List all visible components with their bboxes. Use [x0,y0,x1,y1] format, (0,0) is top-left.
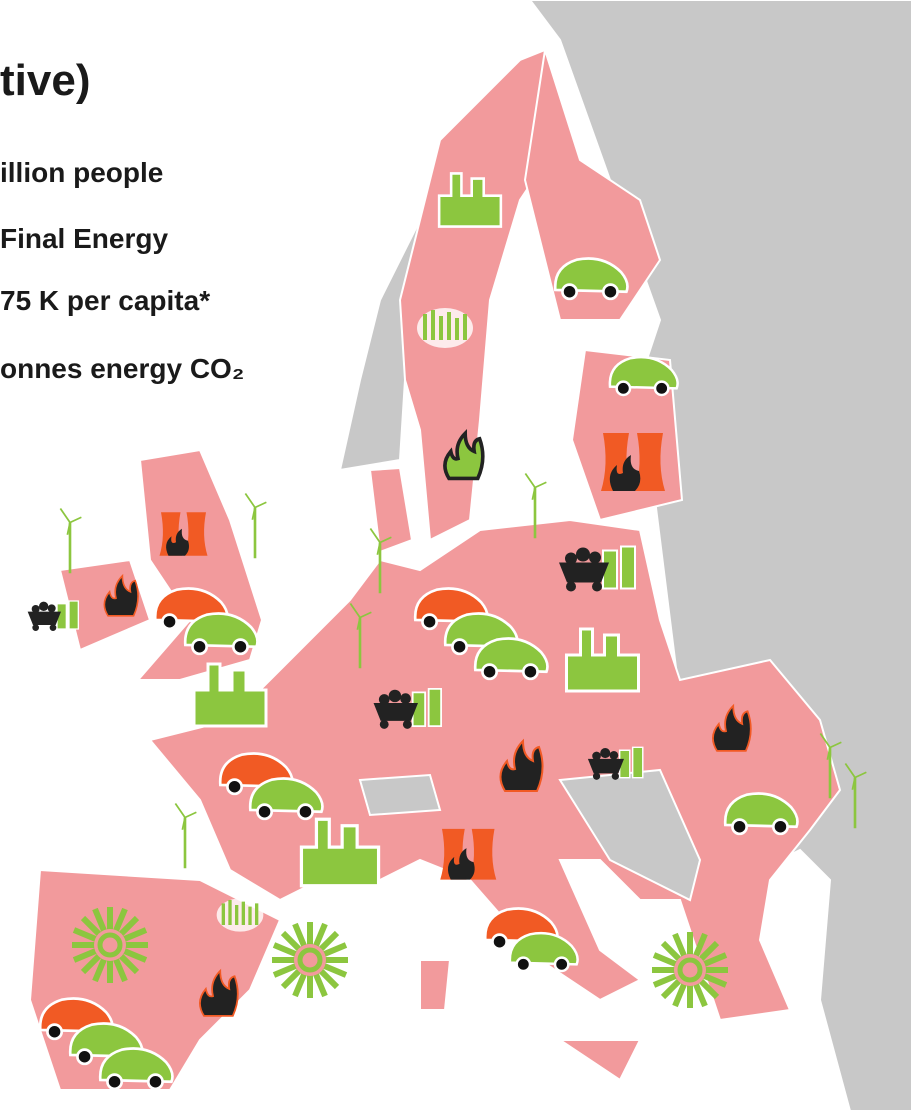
sun-icon [652,932,728,1008]
info-line: onnes energy CO₂ [0,353,244,384]
switzerland [358,773,442,817]
info-line: Final Energy [0,223,168,254]
coal-icon [26,600,80,632]
coal-icon [372,687,443,730]
finland [523,49,662,321]
turbine-icon [173,802,198,870]
balkans [558,768,702,902]
sardinia [419,959,452,1011]
continent [148,518,842,1022]
coal-icon [557,545,637,593]
info-line: 75 K per capita* [0,285,210,316]
bio-icon [215,896,265,934]
sicily [556,1039,642,1082]
sun-icon [272,922,348,998]
sun-icon [72,907,148,983]
sweden [398,48,562,542]
coal-icon [586,746,644,781]
info-line: illion people [0,157,163,188]
bio-icon [415,306,475,350]
turbine-icon [243,492,268,560]
denmark [368,466,414,554]
title: tive) [0,56,90,105]
turbine-icon [58,507,83,575]
